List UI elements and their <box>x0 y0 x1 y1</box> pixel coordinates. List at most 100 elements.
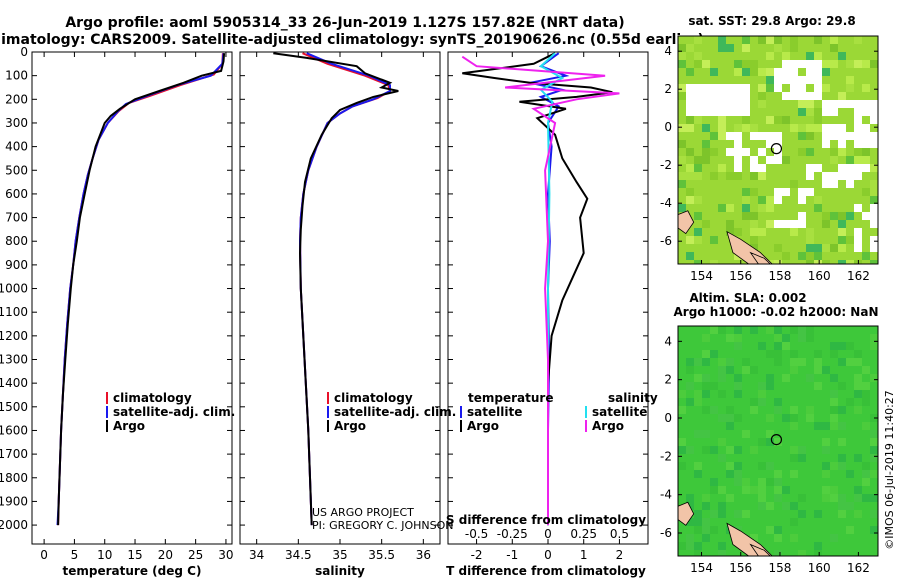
map-cell <box>782 188 790 196</box>
map-cell <box>814 124 822 132</box>
s-difference-tick-label: 0.25 <box>570 527 597 541</box>
map-cell <box>758 164 766 172</box>
salinity-climatology-line <box>298 52 392 526</box>
map-cell <box>790 60 798 68</box>
s-difference-tick-label: 0 <box>544 527 552 541</box>
map-cell <box>854 390 862 398</box>
map-cell <box>830 374 838 382</box>
map-cell <box>798 196 806 204</box>
map-cell <box>694 550 702 556</box>
map-cell <box>750 188 758 196</box>
map-x-tick-label: 158 <box>769 561 792 575</box>
map-cell <box>790 422 798 430</box>
difference-t-argo-line <box>462 52 613 526</box>
map-cell <box>694 100 702 108</box>
map-cell <box>870 244 878 252</box>
map-cell <box>774 438 782 446</box>
depth-tick-label: 500 <box>5 163 28 177</box>
map-cell <box>758 462 766 470</box>
s-difference-axis-label: S difference from climatology <box>446 513 646 527</box>
map-cell <box>830 148 838 156</box>
map-cell <box>830 494 838 502</box>
map-cell <box>742 430 750 438</box>
map-cell <box>830 398 838 406</box>
temperature-tick-label: 0 <box>40 548 48 562</box>
map-cell <box>798 252 806 260</box>
map-cell <box>870 342 878 350</box>
map-cell <box>710 84 718 92</box>
map-cell <box>838 92 846 100</box>
map-cell <box>702 502 710 510</box>
map-cell <box>782 342 790 350</box>
map-cell <box>790 92 798 100</box>
map-cell <box>718 132 726 140</box>
map-cell <box>838 220 846 228</box>
map-cell <box>734 60 742 68</box>
map-cell <box>774 350 782 358</box>
map-cell <box>718 510 726 518</box>
map-cell <box>718 358 726 366</box>
map-cell <box>774 68 782 76</box>
map-cell <box>750 406 758 414</box>
map-cell <box>814 542 822 550</box>
map-cell <box>798 148 806 156</box>
map-cell <box>862 188 870 196</box>
t-difference-tick-label: 2 <box>616 548 624 562</box>
map-cell <box>726 84 734 92</box>
salinity-tick-label: 35 <box>332 548 347 562</box>
map-cell <box>822 212 830 220</box>
map-cell <box>822 140 830 148</box>
map-cell <box>806 228 814 236</box>
map-cell <box>766 350 774 358</box>
map-cell <box>790 44 798 52</box>
map-cell <box>838 212 846 220</box>
map-cell <box>774 260 782 264</box>
map-cell <box>686 398 694 406</box>
map-cell <box>742 116 750 124</box>
map-cell <box>718 374 726 382</box>
map-cell <box>758 486 766 494</box>
map-cell <box>734 100 742 108</box>
map-cell <box>726 406 734 414</box>
depth-tick-label: 300 <box>5 116 28 130</box>
temperature-panel-frame <box>31 51 233 545</box>
legend-t-satellite: satellite <box>467 405 522 419</box>
map-cell <box>846 470 854 478</box>
map-cell <box>726 422 734 430</box>
depth-tick-label: 1700 <box>0 447 28 461</box>
map-cell <box>790 124 798 132</box>
map-cell <box>734 156 742 164</box>
map-cell <box>790 470 798 478</box>
map-cell <box>694 430 702 438</box>
map-cell <box>686 164 694 172</box>
legend-argo: Argo <box>113 419 145 433</box>
map-cell <box>710 108 718 116</box>
map-cell <box>790 68 798 76</box>
map-cell <box>742 478 750 486</box>
map-cell <box>862 382 870 390</box>
argo-location-marker <box>770 143 783 155</box>
depth-tick-label: 2000 <box>0 518 28 532</box>
map-cell <box>718 454 726 462</box>
map-cell <box>726 462 734 470</box>
map-cell <box>750 534 758 542</box>
map-cell <box>870 454 878 462</box>
map-cell <box>710 382 718 390</box>
map-cell <box>822 180 830 188</box>
map-cell <box>870 260 878 264</box>
map-cell <box>750 68 758 76</box>
map-cell <box>726 148 734 156</box>
map-x-tick-label: 158 <box>769 269 792 283</box>
map-cell <box>694 52 702 60</box>
map-cell <box>678 140 686 148</box>
map-cell <box>862 132 870 140</box>
map-cell <box>678 180 686 188</box>
map-cell <box>702 140 710 148</box>
map-cell <box>774 326 782 334</box>
map-cell <box>742 60 750 68</box>
salinity-legend: climatology satellite-adj. clim. Argo <box>327 391 456 433</box>
map-cell <box>822 124 830 132</box>
map-cell <box>774 76 782 84</box>
map-cell <box>790 228 798 236</box>
